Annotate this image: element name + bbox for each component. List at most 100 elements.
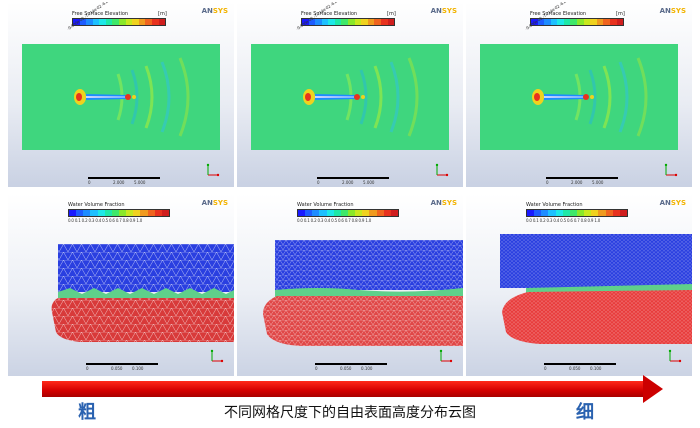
legend-title: Water Volume Fraction	[297, 202, 354, 208]
colorbar-swatch	[569, 210, 577, 216]
legend-colorbar	[301, 18, 395, 26]
volume-fraction-panel-medium: ANSYS Water Volume Fraction 0.0 0.1 0.2 …	[237, 194, 463, 376]
colorbar-swatch	[583, 19, 591, 25]
surface-elevation-panel-coarse: ANSYS Free Surface Elevation [m] -9.000e…	[8, 2, 234, 187]
colorbar-swatch	[119, 19, 126, 25]
elevation-contour-field	[480, 44, 678, 150]
colorbar-swatch	[380, 19, 388, 25]
colorbar-swatch	[531, 19, 538, 25]
colorbar-swatch	[90, 210, 98, 216]
ansys-logo: ANSYS	[430, 199, 457, 207]
legend-title: Free Surface Elevation	[530, 11, 587, 17]
colorbar-swatch	[302, 19, 309, 25]
refinement-arrow	[42, 381, 644, 397]
colorbar-swatch	[354, 19, 362, 25]
colorbar-swatch	[111, 210, 119, 216]
surface-elevation-panel-fine: ANSYS Free Surface Elevation [m] -9.000e…	[466, 2, 692, 187]
scale-bar: 0 2.000 5.000	[546, 174, 618, 185]
legend-ticks: 0.0 0.1 0.2 0.3 0.4 0.5 0.6 0.7 0.8 0.9 …	[68, 218, 143, 223]
volume-fraction-panel-coarse: ANSYS Water Volume Fraction 0.0 0.1 0.2 …	[8, 194, 234, 376]
colorbar-swatch	[550, 19, 558, 25]
ansys-logo: ANSYS	[659, 7, 686, 15]
colorbar-swatch	[125, 19, 133, 25]
colorbar-swatch	[590, 19, 597, 25]
colorbar-swatch	[362, 210, 370, 216]
colorbar-swatch	[158, 19, 166, 25]
colorbar-swatch	[105, 19, 113, 25]
colorbar-swatch	[308, 19, 316, 25]
colorbar-swatch	[334, 19, 342, 25]
colorbar-swatch	[133, 210, 141, 216]
colorbar-swatch	[576, 210, 585, 216]
colorbar-swatch	[609, 19, 617, 25]
colorbar-swatch	[341, 19, 349, 25]
colorbar-swatch	[596, 19, 604, 25]
colorbar-swatch	[326, 210, 334, 216]
colorbar-swatch	[544, 19, 551, 25]
colorbar-swatch	[605, 210, 613, 216]
colorbar-swatch	[161, 210, 169, 216]
surface-elevation-panel-medium: ANSYS Free Surface Elevation [m] -9.000e…	[237, 2, 463, 187]
ansys-logo: ANSYS	[201, 199, 228, 207]
legend-title: Free Surface Elevation	[72, 11, 129, 17]
legend-colorbar	[297, 209, 399, 217]
hull-mesh-view	[263, 240, 463, 346]
axis-triad-icon	[210, 349, 224, 363]
colorbar-swatch	[616, 19, 624, 25]
colorbar-swatch	[369, 210, 377, 216]
colorbar-swatch	[333, 210, 341, 216]
colorbar-swatch	[598, 210, 606, 216]
colorbar-swatch	[83, 210, 91, 216]
colorbar-swatch	[355, 210, 363, 216]
coarse-label: 粗	[78, 402, 96, 423]
colorbar-swatch	[86, 19, 93, 25]
legend-unit: [m]	[616, 11, 625, 17]
legend-colorbar	[68, 209, 170, 217]
colorbar-swatch	[315, 19, 322, 25]
volume-fraction-panel-fine: ANSYS Water Volume Fraction 0.0 0.1 0.2 …	[466, 194, 692, 376]
scale-bar: 0 2.000 5.000	[317, 174, 389, 185]
colorbar-swatch	[154, 210, 162, 216]
legend-title: Free Surface Elevation	[301, 11, 358, 17]
colorbar-swatch	[126, 210, 134, 216]
colorbar-swatch	[145, 19, 152, 25]
hull-mesh-view	[500, 234, 692, 344]
colorbar-swatch	[140, 210, 148, 216]
colorbar-swatch	[527, 210, 535, 216]
colorbar-swatch	[321, 19, 329, 25]
colorbar-swatch	[347, 210, 356, 216]
axis-triad-icon	[668, 349, 682, 363]
colorbar-swatch	[584, 210, 592, 216]
scale-bar: 0 2.000 5.000	[88, 174, 160, 185]
colorbar-swatch	[390, 210, 398, 216]
elevation-contour-field	[251, 44, 449, 150]
colorbar-swatch	[563, 19, 571, 25]
colorbar-swatch	[97, 210, 105, 216]
colorbar-swatch	[619, 210, 627, 216]
colorbar-swatch	[570, 19, 578, 25]
colorbar-swatch	[79, 19, 87, 25]
figure-caption: 不同网格尺度下的自由表面高度分布云图	[224, 405, 476, 421]
colorbar-swatch	[555, 210, 563, 216]
colorbar-swatch	[374, 19, 381, 25]
elevation-contour-field	[22, 44, 220, 150]
colorbar-swatch	[305, 210, 313, 216]
colorbar-swatch	[340, 210, 348, 216]
axis-triad-icon	[439, 349, 453, 363]
colorbar-swatch	[537, 19, 545, 25]
colorbar-swatch	[76, 210, 84, 216]
legend-colorbar	[72, 18, 166, 26]
colorbar-swatch	[69, 210, 77, 216]
colorbar-swatch	[541, 210, 549, 216]
colorbar-swatch	[387, 19, 395, 25]
colorbar-swatch	[104, 210, 112, 216]
legend-colorbar	[526, 209, 628, 217]
colorbar-swatch	[118, 210, 127, 216]
ansys-logo: ANSYS	[659, 199, 686, 207]
colorbar-swatch	[548, 210, 556, 216]
colorbar-swatch	[383, 210, 391, 216]
colorbar-swatch	[147, 210, 155, 216]
colorbar-swatch	[92, 19, 100, 25]
ansys-logo: ANSYS	[430, 7, 457, 15]
colorbar-swatch	[376, 210, 384, 216]
